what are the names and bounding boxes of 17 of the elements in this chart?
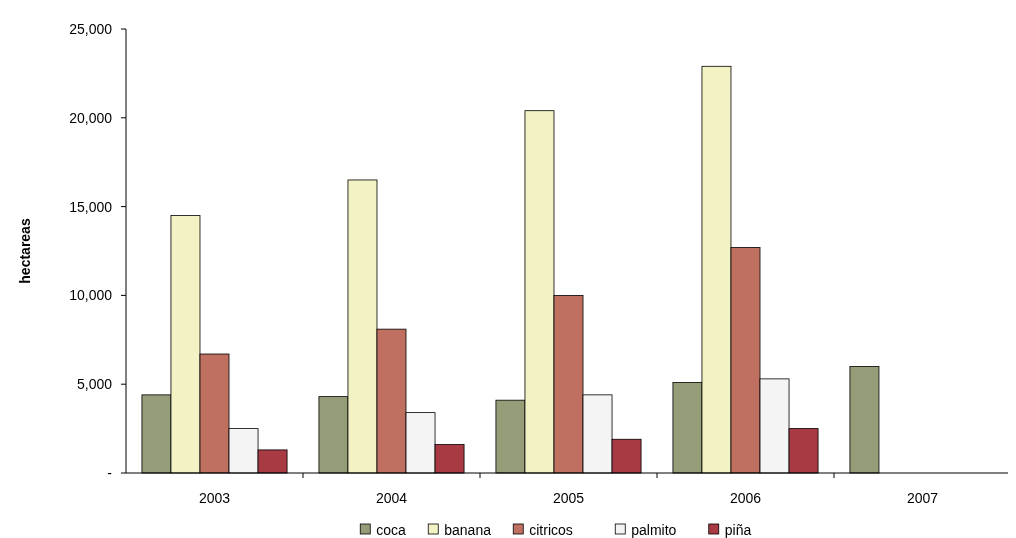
x-tick-label: 2005 bbox=[552, 490, 585, 506]
y-tick-label: 20,000 bbox=[69, 109, 113, 126]
legend-label: banana bbox=[444, 521, 492, 538]
y-tick-label: 15,000 bbox=[69, 198, 113, 215]
y-tick-label: 5,000 bbox=[76, 376, 113, 393]
legend-label: coca bbox=[376, 521, 407, 538]
y-tick-label: 25,000 bbox=[69, 20, 113, 37]
legend-label: piña bbox=[724, 521, 752, 538]
y-axis-title: hectareas bbox=[17, 218, 33, 284]
x-tick-label: 2003 bbox=[198, 490, 231, 506]
y-tick-label: - bbox=[107, 464, 113, 481]
legend-label: palmito bbox=[631, 521, 677, 538]
x-tick-label: 2007 bbox=[906, 490, 939, 506]
x-tick-label: 2004 bbox=[375, 490, 408, 506]
x-tick-label: 2006 bbox=[729, 490, 762, 506]
legend-label: citricos bbox=[529, 521, 573, 538]
y-tick-label: 10,000 bbox=[69, 287, 113, 304]
